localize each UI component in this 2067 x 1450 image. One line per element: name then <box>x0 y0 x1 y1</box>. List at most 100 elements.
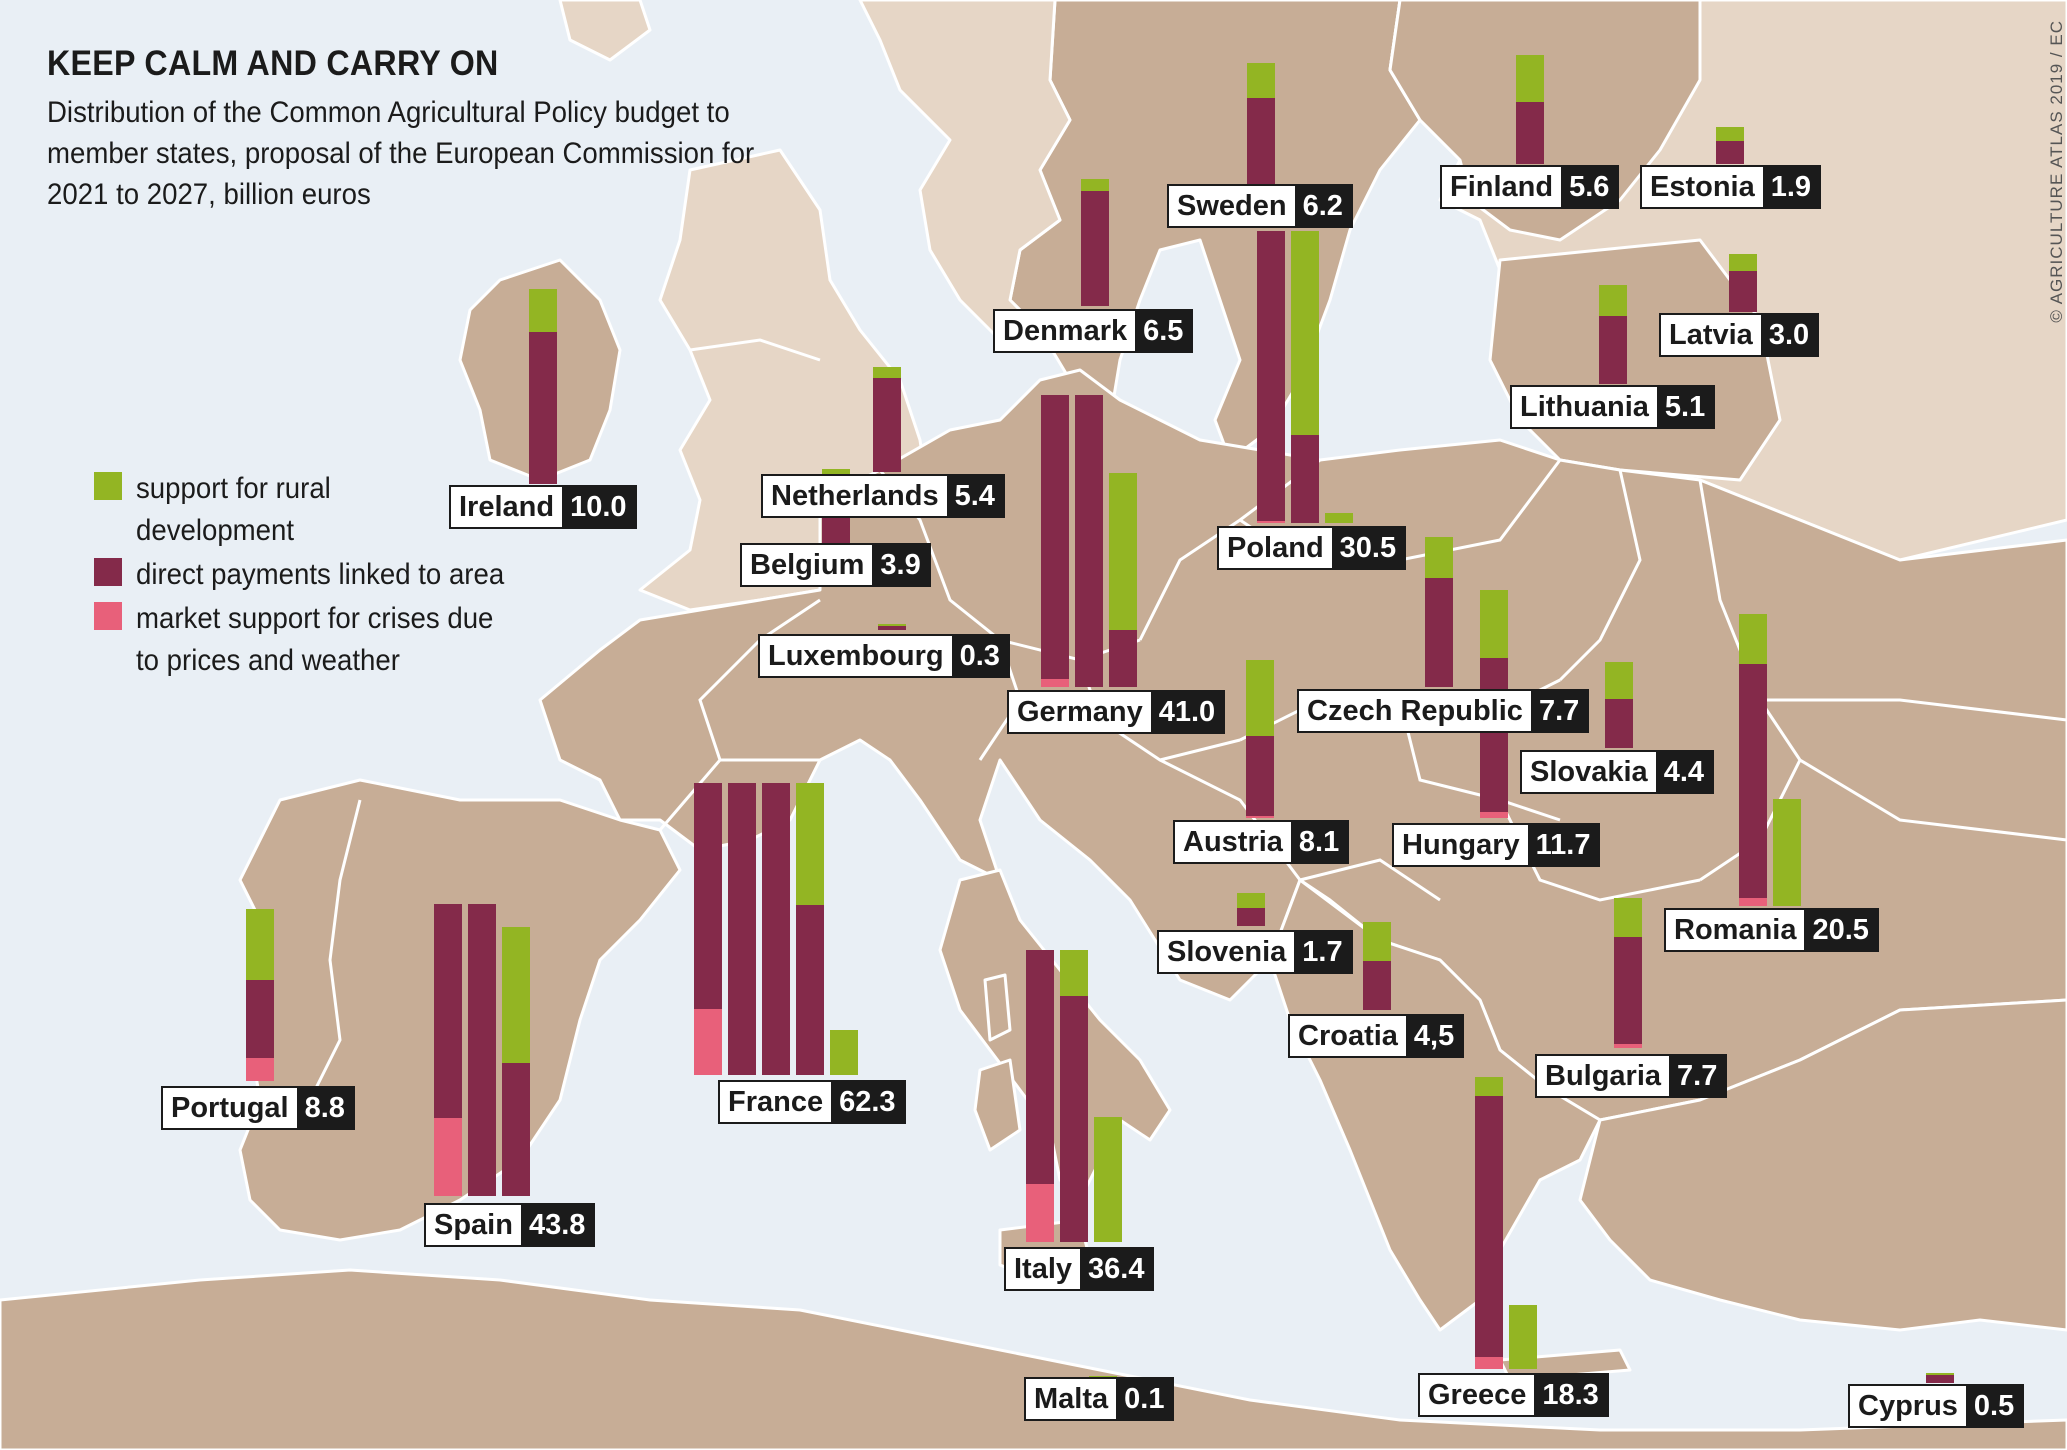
bar-slovakia-direct <box>1605 699 1633 748</box>
bar-italy-direct <box>1060 996 1088 1242</box>
label-slovenia: Slovenia 1.7 <box>1157 930 1353 974</box>
label-austria-name: Austria <box>1175 822 1291 862</box>
label-slovakia-value: 4.4 <box>1655 752 1713 792</box>
label-belgium-name: Belgium <box>742 545 873 585</box>
bar-portugal-market <box>246 1057 274 1081</box>
label-lithuania-value: 5.1 <box>1656 387 1714 427</box>
bar-greece-market <box>1475 1357 1503 1369</box>
north-island-landmass <box>558 0 652 62</box>
bar-france-direct <box>694 782 722 1009</box>
label-denmark-value: 6.5 <box>1135 311 1192 351</box>
label-estonia-name: Estonia <box>1642 167 1763 207</box>
label-netherlands-value: 5.4 <box>946 476 1003 516</box>
bar-greece-direct <box>1475 1096 1503 1358</box>
label-luxembourg-name: Luxembourg <box>760 636 952 676</box>
label-hungary-name: Hungary <box>1394 825 1528 865</box>
label-germany-name: Germany <box>1009 692 1151 732</box>
label-poland: Poland 30.5 <box>1217 526 1407 570</box>
label-estonia-value: 1.9 <box>1762 167 1820 207</box>
bar-romania-rural <box>1739 613 1767 665</box>
italy-landmass <box>938 868 1172 1202</box>
label-austria: Austria 8.1 <box>1173 820 1350 864</box>
bar-portugal-rural <box>246 909 274 980</box>
bar-ireland-rural <box>529 289 557 332</box>
bar-romania-market <box>1739 898 1767 906</box>
label-cyprus-value: 0.5 <box>1965 1386 2023 1426</box>
uk-border <box>689 338 821 362</box>
label-denmark-name: Denmark <box>995 311 1136 351</box>
label-poland-value: 30.5 <box>1331 528 1405 568</box>
label-poland-name: Poland <box>1219 528 1332 568</box>
bar-ireland-direct <box>529 331 557 484</box>
bar-czech-republic-rural <box>1425 536 1453 578</box>
label-sweden-name: Sweden <box>1169 186 1295 226</box>
chart-subtitle: Distribution of the Common Agricultural … <box>47 96 755 211</box>
label-latvia-value: 3.0 <box>1760 315 1818 355</box>
north-africa-landmass <box>0 1268 2067 1450</box>
bar-bulgaria-direct <box>1614 936 1642 1045</box>
bar-croatia-rural <box>1363 922 1391 962</box>
bar-cyprus-direct <box>1926 1375 1954 1383</box>
bar-netherlands-direct <box>873 378 901 472</box>
label-finland-value: 5.6 <box>1561 167 1618 207</box>
label-italy: Italy 36.4 <box>1004 1247 1155 1291</box>
legend-item-market: market support for crises due to prices … <box>94 598 574 682</box>
bar-denmark-direct <box>1081 190 1109 306</box>
bar-italy-direct <box>1026 949 1054 1184</box>
label-malta-value: 0.1 <box>1116 1379 1173 1419</box>
label-croatia-value: 4,5 <box>1405 1016 1463 1056</box>
bar-luxembourg-direct <box>878 626 906 630</box>
label-czech-republic-name: Czech Republic <box>1299 691 1531 731</box>
bar-estonia-direct <box>1716 140 1744 164</box>
bar-italy-rural <box>1060 949 1088 997</box>
chart-title: KEEP CALM AND CARRY ON <box>47 44 499 83</box>
label-austria-value: 8.1 <box>1290 822 1348 862</box>
label-italy-name: Italy <box>1006 1249 1081 1289</box>
bar-poland-direct <box>1257 230 1285 522</box>
bar-germany-market <box>1041 679 1069 687</box>
label-luxembourg: Luxembourg 0.3 <box>758 634 1010 678</box>
bar-netherlands-rural <box>873 366 901 379</box>
legend-swatch-direct <box>94 558 122 586</box>
legend-item-rural: support for rural development <box>94 468 574 552</box>
bar-france-direct <box>796 905 824 1075</box>
corsica-landmass <box>983 973 1012 1042</box>
label-ireland-value: 10.0 <box>562 487 635 527</box>
label-portugal: Portugal 8.8 <box>161 1086 355 1130</box>
label-spain: Spain 43.8 <box>424 1203 596 1247</box>
bar-lithuania-rural <box>1599 284 1627 316</box>
label-belgium: Belgium 3.9 <box>740 543 931 587</box>
label-greece-value: 18.3 <box>1534 1375 1607 1415</box>
bar-czech-republic-direct <box>1425 577 1453 687</box>
legend: support for rural development direct pay… <box>94 468 574 684</box>
label-czech-republic-value: 7.7 <box>1530 691 1588 731</box>
bar-croatia-direct <box>1363 961 1391 1010</box>
label-ireland: Ireland 10.0 <box>449 485 637 529</box>
label-portugal-name: Portugal <box>163 1088 297 1128</box>
label-germany-value: 41.0 <box>1150 692 1224 732</box>
bar-sweden-direct <box>1247 98 1275 184</box>
label-croatia: Croatia 4,5 <box>1288 1014 1465 1058</box>
label-bulgaria-value: 7.7 <box>1669 1056 1726 1096</box>
bar-germany-direct <box>1075 394 1103 687</box>
bar-finland-direct <box>1516 101 1544 164</box>
label-france: France 62.3 <box>718 1080 906 1124</box>
label-slovakia-name: Slovakia <box>1522 752 1656 792</box>
label-germany: Germany 41.0 <box>1007 690 1226 734</box>
label-latvia: Latvia 3.0 <box>1659 313 1820 357</box>
sardinia-landmass <box>973 1058 1022 1152</box>
bar-france-direct <box>728 782 756 1075</box>
label-latvia-name: Latvia <box>1661 315 1761 355</box>
bar-romania-direct <box>1739 664 1767 899</box>
bar-slovenia-direct <box>1237 908 1265 926</box>
label-portugal-value: 8.8 <box>296 1088 353 1128</box>
label-romania-name: Romania <box>1666 910 1805 950</box>
bar-germany-direct <box>1109 630 1137 687</box>
label-malta-name: Malta <box>1026 1379 1117 1419</box>
legend-label-direct: direct payments linked to area <box>136 558 505 591</box>
label-france-name: France <box>720 1082 832 1122</box>
label-slovenia-name: Slovenia <box>1159 932 1295 972</box>
bar-poland-rural <box>1325 513 1353 523</box>
bar-spain-direct <box>468 903 496 1196</box>
